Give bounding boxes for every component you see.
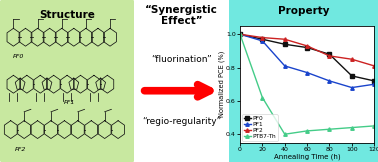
PTB7-Th	[238, 33, 242, 35]
PTB7-Th	[260, 97, 265, 98]
PF0	[305, 47, 309, 49]
PTB7-Th	[305, 130, 309, 132]
Line: PTB7-Th: PTB7-Th	[238, 33, 376, 136]
PF2	[238, 33, 242, 35]
PF2	[372, 65, 376, 67]
Text: Property: Property	[277, 6, 329, 17]
PTB7-Th	[282, 133, 287, 135]
Y-axis label: Normalized PCE (%): Normalized PCE (%)	[218, 51, 225, 117]
Line: PF2: PF2	[238, 33, 376, 68]
PF2	[327, 55, 332, 57]
X-axis label: Annealing Time (h): Annealing Time (h)	[274, 153, 341, 160]
PTB7-Th	[327, 128, 332, 130]
PF0	[282, 43, 287, 45]
PF2	[260, 37, 265, 39]
Line: PF0: PF0	[238, 33, 376, 83]
PF2	[305, 45, 309, 47]
PF0	[238, 33, 242, 35]
PF1	[372, 83, 376, 85]
Text: “fluorination”: “fluorination”	[151, 55, 212, 64]
Legend: PF0, PF1, PF2, PTB7-Th: PF0, PF1, PF2, PTB7-Th	[242, 114, 278, 141]
Text: “Synergistic
Effect”: “Synergistic Effect”	[145, 5, 218, 26]
PF0	[260, 38, 265, 40]
PF1	[327, 80, 332, 82]
Text: PF0: PF0	[13, 54, 25, 59]
PF1	[282, 65, 287, 67]
PF0	[372, 80, 376, 82]
PF0	[350, 75, 354, 77]
Text: Structure: Structure	[39, 10, 95, 20]
Text: PF2: PF2	[14, 147, 26, 151]
Text: “regio-regularity”: “regio-regularity”	[142, 117, 221, 126]
PTB7-Th	[350, 127, 354, 128]
PTB7-Th	[372, 125, 376, 127]
FancyBboxPatch shape	[0, 0, 136, 162]
PF1	[350, 87, 354, 89]
Text: PF1: PF1	[64, 100, 76, 104]
PF2	[350, 58, 354, 60]
PF1	[260, 40, 265, 42]
PF1	[238, 33, 242, 35]
Line: PF1: PF1	[238, 33, 376, 89]
PF2	[282, 38, 287, 40]
PF1	[305, 72, 309, 74]
FancyBboxPatch shape	[226, 0, 378, 162]
PF0	[327, 53, 332, 55]
